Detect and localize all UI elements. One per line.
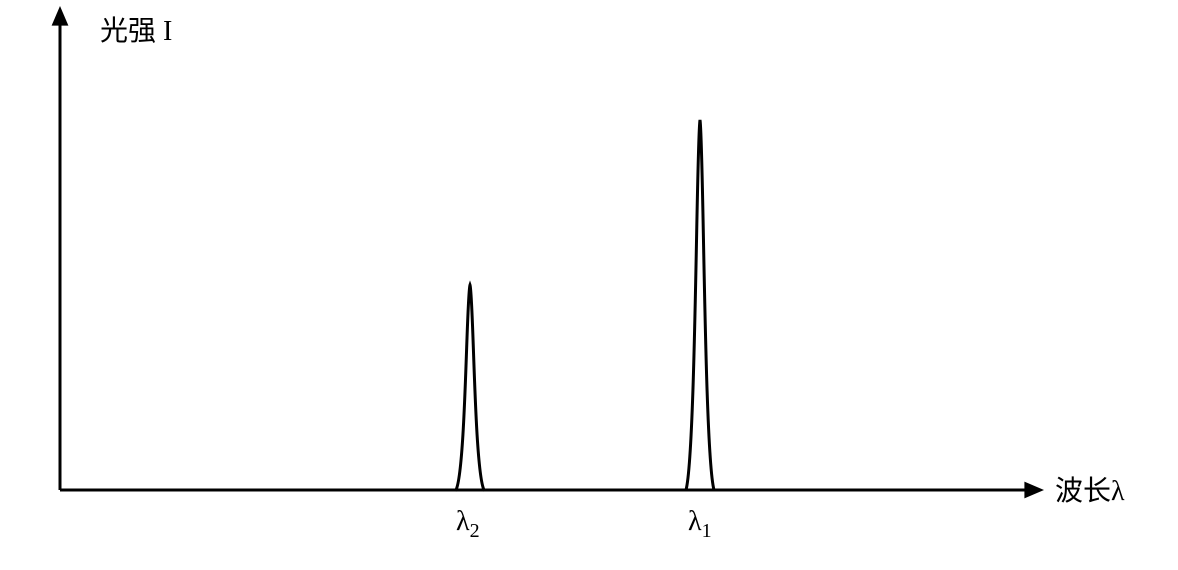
chart-background	[0, 0, 1178, 570]
spectrum-chart: 光强 I 波长λ λ2λ1	[0, 0, 1178, 570]
x-axis-label: 波长λ	[1055, 475, 1125, 507]
y-axis-label: 光强 I	[100, 15, 172, 47]
